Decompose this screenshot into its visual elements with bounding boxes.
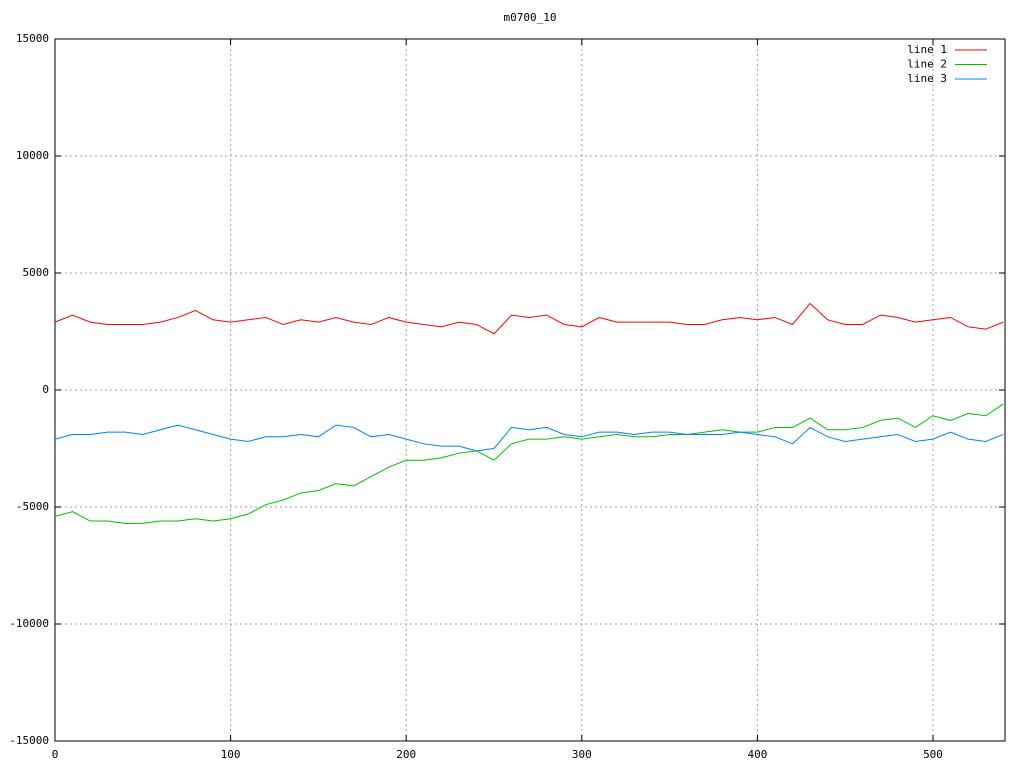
x-tick-label: 0 bbox=[52, 748, 59, 761]
x-tick-label: 100 bbox=[221, 748, 241, 761]
legend-label: line 1 bbox=[907, 43, 947, 56]
plot-frame bbox=[54, 38, 1006, 742]
y-tick-label: -5000 bbox=[16, 500, 49, 513]
chart-title: m0700_10 bbox=[504, 11, 557, 24]
y-tick-label: 15000 bbox=[16, 32, 49, 45]
y-tick-label: 0 bbox=[42, 383, 49, 396]
x-tick-label: 500 bbox=[923, 748, 943, 761]
data-line bbox=[54, 424, 1004, 452]
legend-label: line 2 bbox=[907, 58, 947, 71]
y-tick-label: 5000 bbox=[23, 266, 50, 279]
x-tick-label: 300 bbox=[572, 748, 592, 761]
x-tick-label: 200 bbox=[396, 748, 416, 761]
data-line bbox=[54, 302, 1004, 335]
y-tick-label: -15000 bbox=[9, 734, 49, 747]
y-tick-label: -10000 bbox=[9, 617, 49, 630]
y-tick-label: 10000 bbox=[16, 149, 49, 162]
x-tick-label: 400 bbox=[747, 748, 767, 761]
legend-label: line 3 bbox=[907, 72, 947, 85]
data-line bbox=[54, 403, 1004, 524]
